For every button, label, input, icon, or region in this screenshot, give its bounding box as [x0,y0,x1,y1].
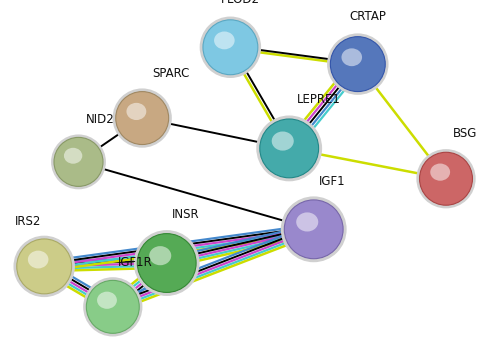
Text: INSR: INSR [172,208,199,221]
Ellipse shape [327,33,388,95]
Ellipse shape [342,49,362,66]
Ellipse shape [296,212,318,232]
Ellipse shape [116,92,168,144]
Ellipse shape [149,246,172,265]
Ellipse shape [138,234,196,292]
Text: NID2: NID2 [86,113,115,126]
Text: LEPRE1: LEPRE1 [296,93,341,106]
Ellipse shape [126,103,146,120]
Ellipse shape [416,149,476,208]
Text: IGF1: IGF1 [318,175,345,188]
Text: SPARC: SPARC [152,67,190,80]
Ellipse shape [64,148,82,164]
Ellipse shape [214,32,234,49]
Ellipse shape [17,239,72,294]
Ellipse shape [51,135,106,189]
Ellipse shape [28,251,48,268]
Ellipse shape [54,137,103,186]
Ellipse shape [134,230,200,296]
Ellipse shape [112,88,172,148]
Ellipse shape [97,292,117,309]
Ellipse shape [330,37,385,92]
Ellipse shape [256,116,322,181]
Ellipse shape [14,236,75,297]
Ellipse shape [260,119,318,178]
Ellipse shape [272,131,294,151]
Text: BSG: BSG [454,128,477,140]
Ellipse shape [281,196,346,262]
Text: PLOD2: PLOD2 [220,0,260,6]
Ellipse shape [430,163,450,181]
Ellipse shape [83,277,142,336]
Ellipse shape [420,152,472,205]
Ellipse shape [86,280,140,333]
Ellipse shape [284,200,343,259]
Text: CRTAP: CRTAP [349,10,386,23]
Text: IRS2: IRS2 [15,215,41,228]
Ellipse shape [203,20,258,75]
Ellipse shape [200,17,261,78]
Text: IGF1R: IGF1R [118,256,152,269]
